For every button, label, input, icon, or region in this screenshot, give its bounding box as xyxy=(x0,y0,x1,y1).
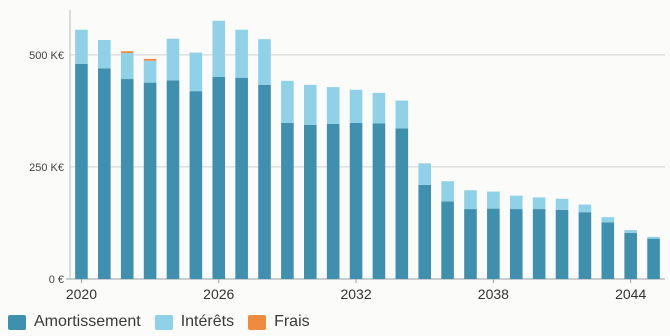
bar-segment-amortissement xyxy=(601,222,615,279)
x-tick-label: 2026 xyxy=(203,286,234,302)
bar-segment-amortissement xyxy=(372,123,386,279)
legend-swatch-frais xyxy=(248,314,267,330)
bar-segment-frais xyxy=(143,58,157,61)
bar-segment-amortissement xyxy=(349,122,363,279)
bar-segment-amortissement xyxy=(258,84,271,279)
bar-segment-amortissement xyxy=(647,238,660,279)
bar-segment-amortissement xyxy=(281,122,294,279)
x-tick-label: 2020 xyxy=(66,286,97,302)
legend-swatch-interets xyxy=(154,314,173,330)
bar-segment-intérêts xyxy=(349,89,363,123)
bar-segment-frais xyxy=(120,51,134,54)
bar-segment-amortissement xyxy=(75,63,88,279)
bar-segment-intérêts xyxy=(98,40,111,69)
bar-segment-intérêts xyxy=(166,38,180,81)
bar-segment-amortissement xyxy=(166,80,180,279)
bar-segment-intérêts xyxy=(326,87,340,124)
stacked-bar-chart: 0 € 250 K€ 500 K€ 2020 2026 2032 2038 2044 xyxy=(29,10,665,302)
legend-label-amortissement: Amortissement xyxy=(34,313,141,330)
bar-segment-intérêts xyxy=(143,60,157,83)
x-tick-label: 2038 xyxy=(478,286,509,302)
bar-segment-intérêts xyxy=(441,181,454,202)
bar-segment-intérêts xyxy=(487,191,500,209)
x-tick-label: 2044 xyxy=(615,286,646,302)
legend-label-interets: Intérêts xyxy=(180,313,235,330)
bar-segment-amortissement xyxy=(624,232,637,279)
legend-item-interets: Intérêts xyxy=(154,313,235,331)
bar-segment-intérêts xyxy=(395,100,409,129)
bar-segment-intérêts xyxy=(418,163,432,185)
bar-segment-amortissement xyxy=(326,123,340,279)
bar-segment-intérêts xyxy=(189,52,203,92)
bar-segment-amortissement xyxy=(532,209,546,279)
bar-segment-intérêts xyxy=(120,53,134,80)
x-tick-label: 2032 xyxy=(340,286,371,302)
bar-segment-amortissement xyxy=(212,76,226,279)
bar-segment-amortissement xyxy=(235,77,248,279)
bar-segment-amortissement xyxy=(98,68,111,280)
bar-segment-amortissement xyxy=(395,128,409,279)
bar-segment-amortissement xyxy=(487,208,500,279)
bar-segment-intérêts xyxy=(258,39,271,85)
bar-segment-intérêts xyxy=(601,217,615,223)
bar-segment-amortissement xyxy=(441,201,454,279)
bar-segment-amortissement xyxy=(120,79,134,279)
legend: Amortissement Intérêts Frais xyxy=(8,313,324,331)
y-tick-label: 500 K€ xyxy=(29,50,64,62)
bar-segment-intérêts xyxy=(212,20,226,77)
bar-segment-intérêts xyxy=(555,198,569,210)
bar-segment-intérêts xyxy=(532,197,546,210)
bar-segment-intérêts xyxy=(235,29,248,78)
bar-segment-intérêts xyxy=(75,29,88,64)
bar-segment-amortissement xyxy=(578,212,592,279)
bar-segment-amortissement xyxy=(303,124,317,279)
bar-segment-intérêts xyxy=(464,190,477,210)
legend-swatch-amortissement xyxy=(8,314,26,330)
y-tick-label: 250 K€ xyxy=(29,162,64,174)
bar-segment-amortissement xyxy=(464,209,477,279)
bar-segment-intérêts xyxy=(647,236,660,239)
bar-segment-intérêts xyxy=(624,230,637,233)
bar-segment-amortissement xyxy=(555,209,569,279)
legend-label-frais: Frais xyxy=(274,313,310,330)
bar-segment-amortissement xyxy=(509,209,523,279)
bar-segment-intérêts xyxy=(303,84,317,125)
bar-segment-amortissement xyxy=(189,91,203,279)
bar-segment-amortissement xyxy=(418,184,432,279)
bar-segment-intérêts xyxy=(509,195,523,210)
y-tick-label: 0 € xyxy=(49,274,64,286)
legend-item-frais: Frais xyxy=(248,313,310,331)
legend-item-amortissement: Amortissement xyxy=(8,313,141,331)
bar-segment-intérêts xyxy=(372,92,386,124)
bar-segment-intérêts xyxy=(578,204,592,213)
bar-segment-intérêts xyxy=(281,80,294,123)
bar-segment-amortissement xyxy=(143,82,157,279)
